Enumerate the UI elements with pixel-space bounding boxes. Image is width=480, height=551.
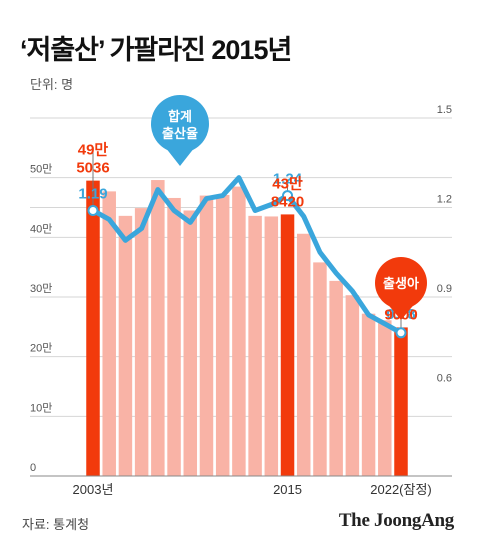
x-tick-label: 2015 [273,482,302,497]
bar [329,280,343,476]
bar [167,197,181,476]
x-tick-label: 2022(잠정) [370,482,432,497]
y-tick-label-right: 1.5 [437,104,452,116]
axes: 0 10만 20만 30만 40만 50만 0.6 0.9 1.2 1.5 2003년 2015 202… [30,104,452,497]
fertility-callout-text: 합계 [168,109,192,124]
line-point-marker [87,204,99,216]
x-tick-label: 2003년 [73,482,114,497]
fertility-callout-bubble [151,95,209,153]
bar [345,295,360,476]
bar [296,233,311,476]
bar-value-label: 43만 [272,175,303,192]
y-tick-label-left: 0 [30,462,36,474]
bar [313,262,327,476]
line-value-label: 1.19 [78,185,107,202]
bar [248,215,262,476]
bar [215,194,230,476]
bar [151,180,165,476]
fertility-line [90,175,404,336]
bar [118,215,133,476]
bar [394,327,408,476]
bar [199,195,214,477]
bar [280,214,295,476]
bar [86,180,100,476]
bar-value-label: 8420 [271,193,304,210]
bar [361,313,376,476]
unit-label: 단위: 명 [30,77,74,92]
source-label: 자료: 통계청 [22,517,90,532]
bar [232,186,246,476]
y-tick-label-left: 50만 [30,163,52,176]
y-tick-label-right: 0.9 [437,283,452,295]
bar [264,216,279,476]
bar-value-label: 49만 [78,142,109,159]
y-tick-label-left: 20만 [30,342,52,355]
y-tick-label-left: 30만 [30,282,52,295]
y-tick-label-right: 0.6 [437,373,452,385]
bar-series [86,180,408,477]
line-value-label: 1.24 [273,171,303,188]
bar [378,320,392,476]
bar [183,210,198,476]
birth-callout-text: 출생아 [383,276,419,291]
bar-value-label: 5036 [76,160,109,177]
bar [134,208,149,476]
bar [102,191,116,476]
fertility-callout-text: 출산율 [162,126,198,141]
line-point-marker [282,190,294,202]
chart-title: ‘저출산’ 가팔라진 2015년 [20,35,292,65]
brand-logo: The JoongAng [338,510,454,531]
y-tick-label-left: 10만 [30,401,52,414]
y-tick-label-left: 40만 [30,222,52,235]
line-series [87,175,407,339]
y-tick-label-right: 1.2 [437,194,452,206]
line-point-marker [395,327,407,339]
birth-callout-bubble [375,257,427,309]
